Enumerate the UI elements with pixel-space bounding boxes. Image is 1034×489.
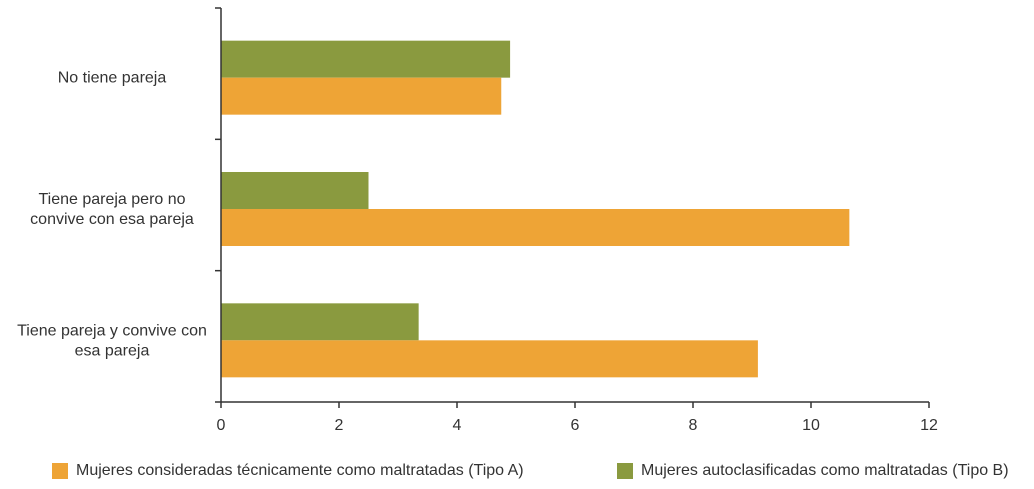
bar-tipo-a-1 (221, 209, 850, 246)
bar-tipo-a-0 (221, 77, 502, 115)
x-tick-label-2: 4 (453, 417, 462, 434)
bar-tipo-b-0 (221, 40, 511, 78)
bar-tipo-b-2 (221, 303, 419, 341)
category-label-1: Tiene pareja pero no convive con esa pare… (30, 191, 194, 228)
bar-tipo-a-2 (221, 340, 758, 378)
category-label-2: Tiene pareja y convive con esa pareja (17, 322, 207, 359)
x-tick-labels: 0 2 4 6 8 10 12 (217, 417, 938, 434)
bar-tipo-b-1 (221, 172, 369, 209)
bar-chart: 0 2 4 6 8 10 12 No tiene pareja Tiene pareja pe… (17, 7, 938, 434)
legend-item-tipo-b: Mujeres autoclasificadas como maltratada… (617, 462, 1009, 480)
legend-item-tipo-a: Mujeres consideradas técnicamente como m… (52, 462, 524, 480)
x-tick-label-3: 6 (571, 417, 580, 434)
x-tick-label-1: 2 (335, 417, 344, 434)
x-tick-label-0: 0 (217, 417, 226, 434)
x-tick-label-6: 12 (920, 417, 938, 434)
legend: Mujeres consideradas técnicamente como m… (0, 462, 1034, 486)
legend-label-tipo-a: Mujeres consideradas técnicamente como m… (76, 462, 524, 479)
category-labels: No tiene pareja Tiene pareja pero no convi… (17, 70, 207, 360)
x-axis-ticks (220, 402, 930, 408)
legend-swatch-tipo-b (617, 463, 633, 479)
x-tick-label-4: 8 (689, 417, 698, 434)
bars-group (221, 40, 850, 378)
y-axis-ticks (215, 7, 221, 403)
legend-swatch-tipo-a (52, 463, 68, 479)
category-label-0: No tiene pareja (58, 70, 167, 87)
legend-label-tipo-b: Mujeres autoclasificadas como maltratada… (641, 462, 1009, 479)
x-tick-label-5: 10 (802, 417, 820, 434)
